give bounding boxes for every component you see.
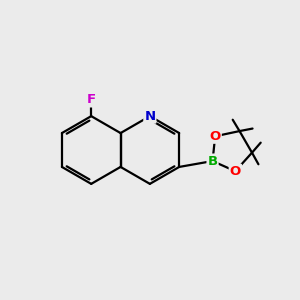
Text: F: F [87, 93, 96, 106]
Text: B: B [208, 154, 218, 168]
Text: N: N [144, 110, 155, 123]
Text: O: O [230, 165, 241, 178]
Text: O: O [209, 130, 221, 143]
